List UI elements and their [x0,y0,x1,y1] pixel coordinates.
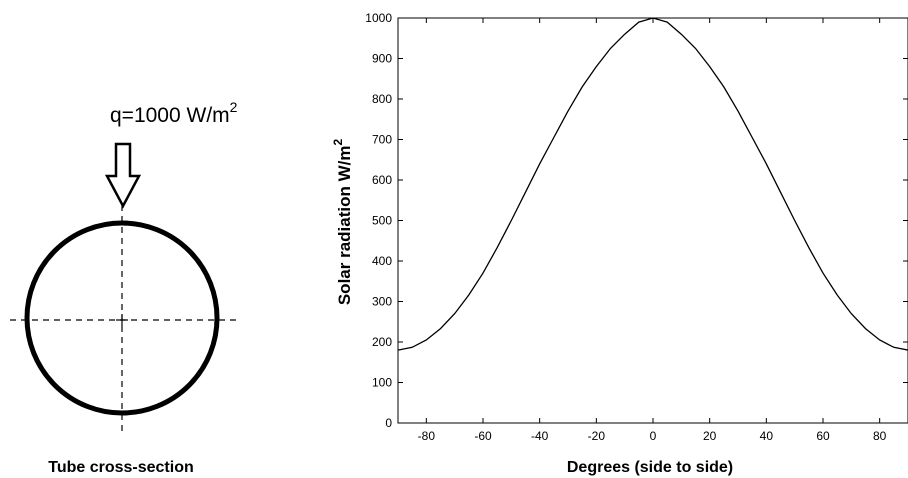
y-tick-label: 100 [372,376,392,390]
y-tick-label: 600 [372,173,392,187]
x-tick-label: -40 [531,429,549,443]
y-tick-label: 1000 [365,11,392,25]
down-arrow-icon [104,142,142,209]
diagram-caption: Tube cross-section [48,459,194,476]
y-tick-label: 300 [372,295,392,309]
chart: -80 -60 -40 -20 0 20 40 60 80 0 100 200 300 400 500 60… [331,11,908,476]
x-tick-label: -60 [474,429,492,443]
plot-frame [397,17,908,424]
y-tick-label: 900 [372,52,392,66]
heat-flux-superscript: 2 [230,99,238,115]
tube-wall [24,220,220,416]
y-tick-label: 0 [385,416,392,430]
x-tick-label: 40 [760,429,774,443]
x-tick-label: -20 [588,429,606,443]
x-axis: -80 -60 -40 -20 0 20 40 60 80 [418,18,887,443]
series-line [397,17,908,351]
y-tick-label: 800 [372,92,392,106]
x-tick-label: 0 [650,429,657,443]
heat-flux-label: q=1000 W/m2 [110,99,238,127]
y-tick-label: 200 [372,335,392,349]
y-axis: 0 100 200 300 400 500 600 700 800 900 1000 [365,11,908,430]
y-axis-label-superscript: 2 [331,139,345,146]
y-tick-label: 400 [372,254,392,268]
y-tick-label: 500 [372,214,392,228]
y-axis-label: Solar radiation W/m2 [331,139,354,306]
tube-diagram: q=1000 W/m2 Tube cross-section [10,99,240,476]
x-tick-label: 80 [873,429,887,443]
x-tick-label: 60 [816,429,830,443]
x-axis-label: Degrees (side to side) [567,459,733,476]
x-tick-label: 20 [703,429,717,443]
y-tick-label: 700 [372,133,392,147]
x-tick-label: -80 [418,429,436,443]
y-axis-label-text: Solar radiation W/m [335,146,354,306]
heat-flux-text: q=1000 W/m [110,104,230,127]
